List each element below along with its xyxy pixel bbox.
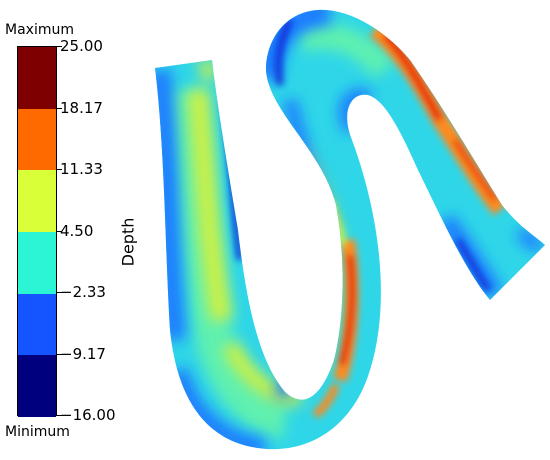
tick-mark <box>57 231 62 232</box>
tick-label: −2.33 <box>60 283 106 301</box>
depth-field <box>155 9 545 450</box>
tick-label: 4.50 <box>60 222 94 240</box>
tick-label: 18.17 <box>60 99 103 117</box>
tick-mark <box>57 46 62 47</box>
legend-min-label: Minimum <box>5 424 70 440</box>
tick-mark <box>57 292 62 293</box>
tick-mark <box>57 354 62 355</box>
tick-label: 11.33 <box>60 160 103 178</box>
legend-max-label: Maximum <box>5 22 74 38</box>
colorbar <box>17 46 57 417</box>
tick-label-min: −16.00 <box>60 406 116 424</box>
tick-mark <box>57 415 62 416</box>
tick-mark <box>57 169 62 170</box>
colorbar-band <box>18 293 56 356</box>
tick-label-max: 25.00 <box>60 37 103 55</box>
tick-mark <box>57 108 62 109</box>
colorbar-band <box>18 108 56 171</box>
colorbar-band <box>18 47 56 109</box>
colorbar-band <box>18 170 56 232</box>
colorbar-band <box>18 355 56 417</box>
tick-label: −9.17 <box>60 345 106 363</box>
high-value-banks <box>312 23 507 419</box>
colorbar-band <box>18 231 56 294</box>
